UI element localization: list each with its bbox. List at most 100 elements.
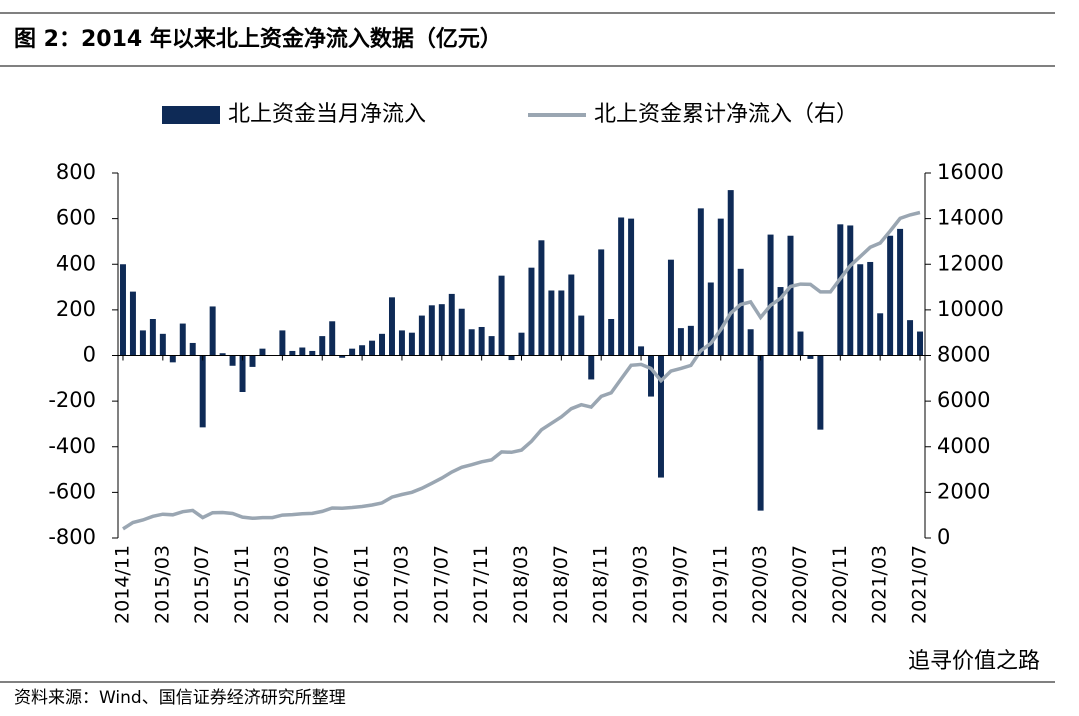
y-tick-label: 400 <box>56 251 96 275</box>
y-tick-label: -600 <box>48 479 96 503</box>
bar <box>279 330 286 356</box>
y2-tick-label: 10000 <box>937 297 1004 321</box>
bar <box>877 313 884 356</box>
bar <box>608 319 615 356</box>
legend-label: 北上资金累计净流入（右） <box>594 102 858 127</box>
bar <box>388 297 395 356</box>
bar <box>189 342 196 356</box>
bar <box>528 267 535 356</box>
bar <box>628 218 635 356</box>
x-tick-label: 2019/11 <box>709 545 731 624</box>
bar <box>159 333 166 356</box>
y2-tick-label: 6000 <box>937 388 990 412</box>
bar <box>199 355 206 428</box>
x-tick-label: 2019/07 <box>669 545 691 624</box>
bar <box>757 355 764 511</box>
bar <box>578 315 585 356</box>
y2-tick-label: 14000 <box>937 206 1004 230</box>
x-tick-label: 2017/11 <box>470 545 492 624</box>
bar <box>229 355 236 366</box>
x-tick-label: 2018/07 <box>550 545 572 624</box>
bar <box>219 353 226 356</box>
bar <box>767 234 774 356</box>
bar <box>309 350 316 356</box>
x-tick-label: 2020/03 <box>749 545 771 624</box>
bar <box>558 290 565 356</box>
bar <box>438 304 445 356</box>
bar <box>618 217 625 356</box>
bar <box>847 225 854 356</box>
bar <box>478 326 485 356</box>
y2-tick-label: 2000 <box>937 479 990 503</box>
y-tick-label: 0 <box>83 343 96 367</box>
x-tick-label: 2020/07 <box>789 545 811 624</box>
x-tick-label: 2015/03 <box>151 545 173 624</box>
y2-tick-label: 8000 <box>937 343 990 367</box>
bar <box>458 308 465 356</box>
x-tick-label: 2015/11 <box>231 545 253 624</box>
bar <box>907 320 914 356</box>
bar <box>408 332 415 356</box>
bar <box>747 329 754 356</box>
bar <box>428 305 435 356</box>
bar <box>648 355 655 397</box>
y2-tick-label: 16000 <box>937 160 1004 184</box>
bar <box>209 306 216 356</box>
bar <box>887 235 894 356</box>
bar <box>259 348 266 356</box>
bar <box>737 268 744 356</box>
source: 资料来源：Wind、国信证券经济研究所整理 <box>14 688 346 708</box>
bar <box>697 208 704 356</box>
bar <box>488 336 495 356</box>
bar <box>498 275 505 356</box>
bar <box>857 264 864 356</box>
y-tick-label: -200 <box>48 388 96 412</box>
x-tick-label: 2021/03 <box>869 545 891 624</box>
bar <box>518 332 525 356</box>
bar <box>638 346 645 356</box>
x-tick-label: 2014/11 <box>111 545 133 624</box>
x-tick-label: 2017/03 <box>390 545 412 624</box>
x-tick-label: 2018/11 <box>590 545 612 624</box>
bar <box>717 218 724 356</box>
x-tick-label: 2018/03 <box>510 545 532 624</box>
legend-swatch <box>162 106 220 124</box>
x-tick-label: 2015/07 <box>191 545 213 624</box>
y-tick-label: 200 <box>56 297 96 321</box>
bar <box>777 287 784 356</box>
chart-title: 图 2：2014 年以来北上资金净流入数据（亿元） <box>14 26 502 52</box>
bar <box>369 340 376 356</box>
bar <box>787 235 794 356</box>
bar <box>299 347 306 356</box>
x-tick-label: 2017/07 <box>430 545 452 624</box>
y-tick-label: -400 <box>48 434 96 458</box>
bar <box>897 228 904 356</box>
bar <box>418 315 425 356</box>
bar <box>119 264 126 356</box>
bar <box>797 331 804 356</box>
y2-tick-label: 4000 <box>937 434 990 458</box>
bar <box>807 355 814 359</box>
x-tick-label: 2021/07 <box>909 545 931 624</box>
bar <box>169 355 176 363</box>
bar <box>837 224 844 356</box>
y2-tick-label: 0 <box>937 525 950 549</box>
bar <box>687 325 694 356</box>
y-tick-label: 600 <box>56 206 96 230</box>
bar <box>319 336 326 356</box>
x-tick-label: 2016/07 <box>311 545 333 624</box>
bar <box>677 328 684 356</box>
bar <box>349 348 356 356</box>
bar <box>508 355 515 361</box>
bar <box>359 345 366 356</box>
x-tick-label: 2016/03 <box>271 545 293 624</box>
bar <box>398 330 405 356</box>
bar <box>249 355 256 367</box>
bar <box>239 355 246 392</box>
x-tick-label: 2019/03 <box>630 545 652 624</box>
bar <box>129 291 136 356</box>
bar <box>329 321 336 356</box>
bar <box>289 350 296 356</box>
bar <box>707 282 714 356</box>
